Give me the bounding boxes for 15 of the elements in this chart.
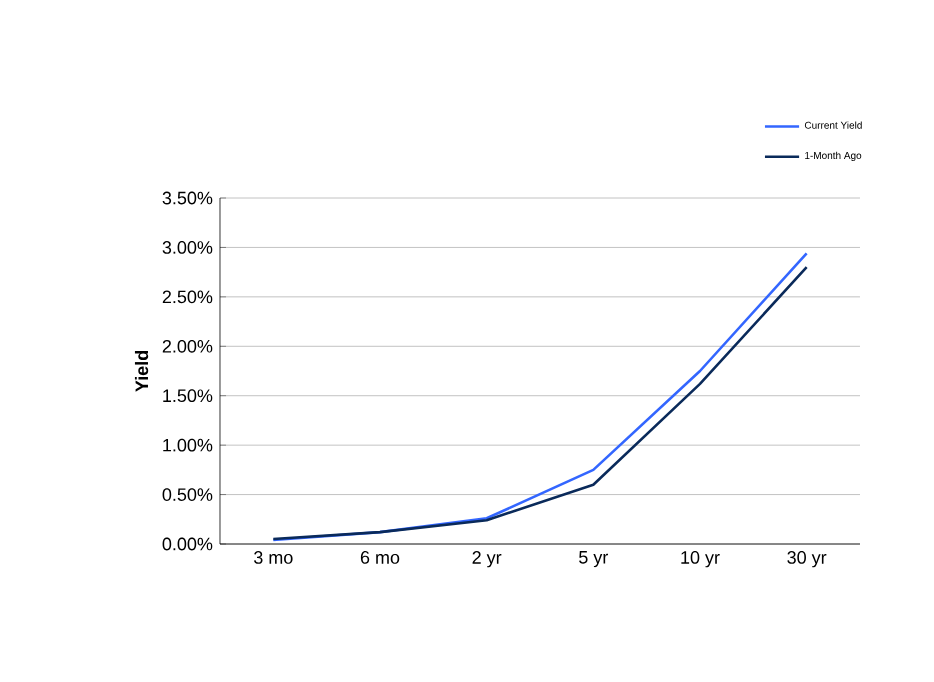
x-tick-label: 6 mo (360, 551, 400, 564)
y-tick-label: 0.50% (162, 488, 213, 501)
y-axis-title: Yield (134, 351, 149, 392)
y-tick-label: 1.50% (163, 389, 213, 403)
y-tick-label: 2.00% (162, 339, 213, 353)
x-tick-label: 10 yr (681, 551, 720, 568)
y-tick-label: 3.50% (162, 191, 213, 205)
y-tick-label: 0.00% (162, 537, 213, 551)
x-tick-label: 30 yr (787, 551, 827, 568)
y-tick-label: 1.00% (163, 438, 213, 452)
x-tick-label: 2 yr (472, 551, 502, 568)
y-tick-label: 2.50% (162, 290, 213, 304)
y-tick-label: 3.00% (162, 241, 213, 254)
x-tick-label: 5 yr (579, 551, 609, 568)
x-tick-label: 3 mo (254, 551, 293, 564)
